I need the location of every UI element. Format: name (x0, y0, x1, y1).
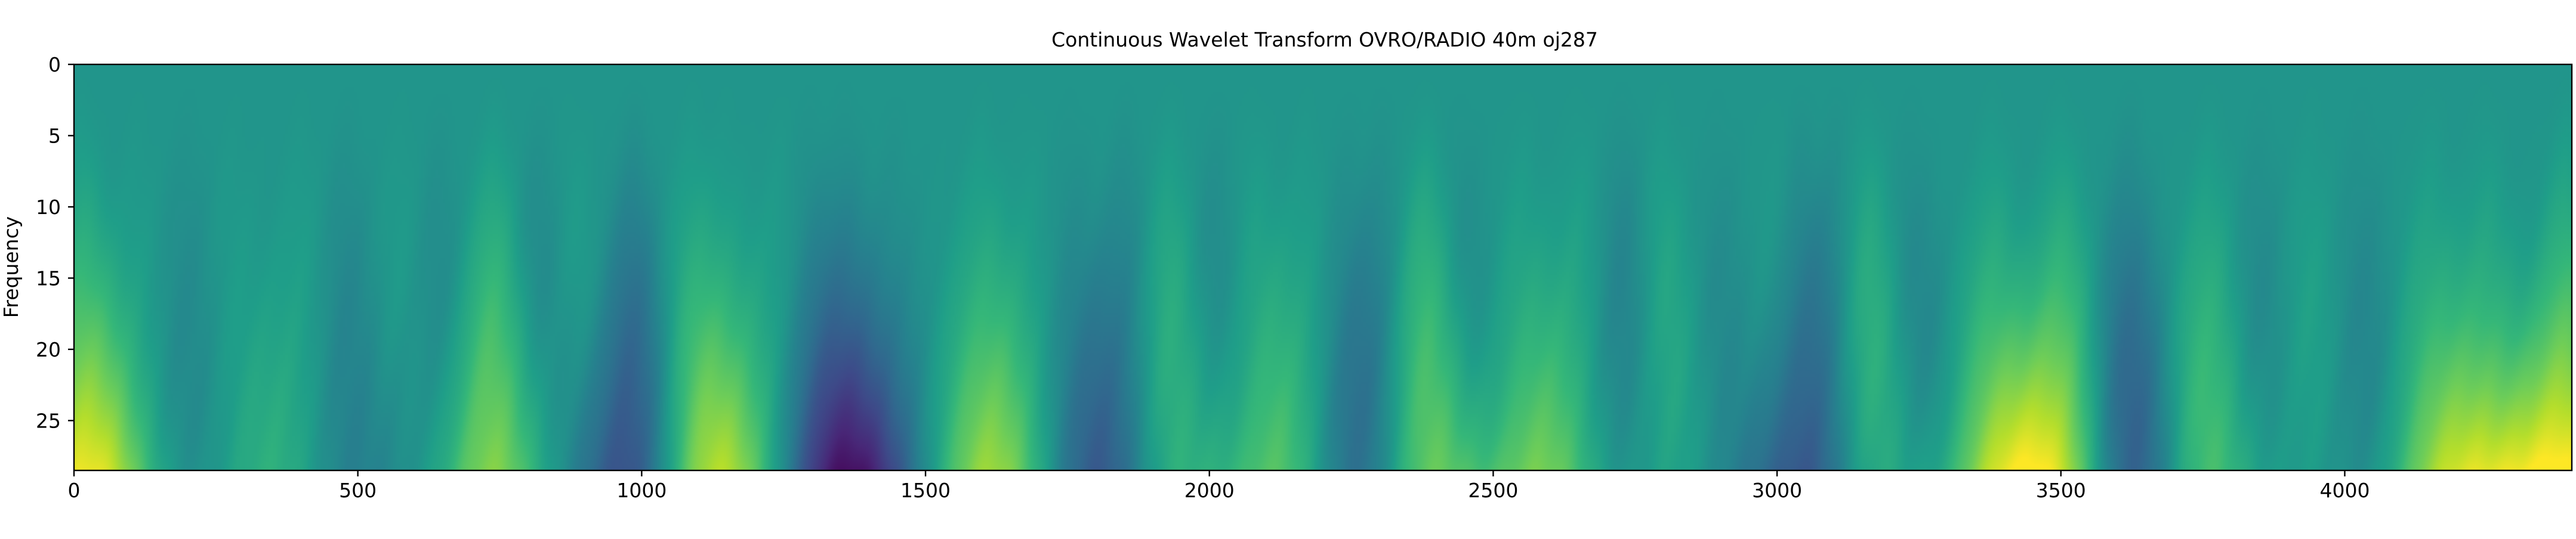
y-tick-label: 25 (36, 409, 61, 432)
y-tick-label: 0 (48, 53, 61, 76)
heatmap-plot-area (74, 64, 2572, 470)
y-tick-label: 20 (36, 338, 61, 361)
x-tick-label: 0 (68, 479, 81, 502)
x-tick-label: 500 (339, 479, 377, 502)
axes: 0 500 1000 1500 2000 2500 3000 3500 4000 0 5 10 15 20… (36, 53, 2573, 502)
heatmap-image (74, 64, 2572, 470)
y-tick-label: 15 (36, 267, 61, 290)
plot-frame (73, 63, 2573, 472)
x-tick-label: 1500 (900, 479, 951, 502)
y-tick-label: 5 (48, 124, 61, 147)
x-tick-label: 1000 (616, 479, 667, 502)
x-tick-label: 3000 (1752, 479, 1802, 502)
x-tick-label: 4000 (2319, 479, 2370, 502)
y-axis-label: Frequency (0, 216, 23, 318)
chart-title: Continuous Wavelet Transform OVRO/RADIO … (1051, 28, 1598, 51)
x-tick-label: 2500 (1468, 479, 1518, 502)
y-tick-label: 10 (36, 196, 61, 219)
x-tick-label: 2000 (1184, 479, 1235, 502)
x-tick-label: 3500 (2036, 479, 2086, 502)
